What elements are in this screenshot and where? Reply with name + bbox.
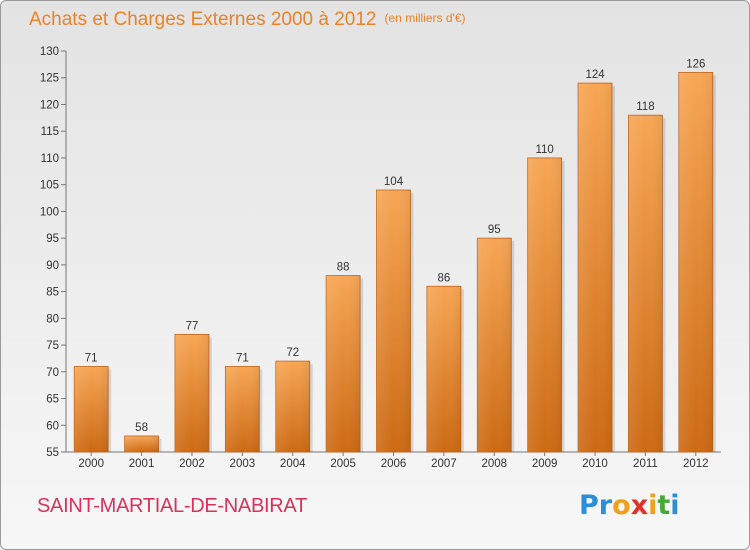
data-label: 88: [337, 262, 350, 274]
bar-highlight: [477, 238, 512, 452]
data-label: 118: [636, 101, 654, 113]
x-tick-label: 2010: [582, 458, 608, 470]
x-tick-label: 2011: [633, 458, 658, 470]
y-tick-label: 60: [46, 420, 59, 432]
data-label: 110: [535, 144, 553, 156]
x-tick-label: 2003: [230, 458, 256, 470]
y-tick-label: 80: [46, 313, 59, 325]
bar-highlight: [678, 72, 713, 453]
x-tick-label: 2005: [330, 458, 356, 470]
y-tick-label: 115: [41, 126, 59, 138]
bar-highlight: [376, 190, 411, 452]
x-tick-label: 2001: [129, 458, 155, 470]
bar-highlight: [527, 157, 562, 452]
logo-letter: P: [579, 490, 599, 521]
logo-letter: x: [630, 490, 649, 521]
data-label: 95: [488, 224, 501, 236]
bar-highlight: [74, 366, 109, 452]
y-tick-label: 100: [40, 206, 59, 218]
data-label: 104: [384, 176, 404, 188]
logo-letter: i: [670, 490, 680, 521]
y-tick-label: 95: [46, 233, 59, 245]
y-tick-label: 65: [46, 394, 59, 406]
bar-highlight: [225, 366, 260, 452]
bar-highlight: [124, 435, 159, 452]
data-label: 72: [286, 347, 299, 359]
x-tick-label: 2007: [431, 458, 457, 470]
data-label: 71: [236, 352, 249, 364]
logo-letter: t: [657, 490, 671, 521]
chart-unit: (en milliers d'€): [384, 11, 466, 25]
x-tick-label: 2002: [179, 458, 205, 470]
logo-letter: i: [648, 490, 658, 521]
chart-title: Achats et Charges Externes 2000 à 2012 (e…: [29, 9, 466, 31]
data-labels: 71 58 77 71 72 88 104 86 95 110 124 118 126: [85, 58, 706, 434]
x-tick-label: 2000: [78, 458, 104, 470]
bar-highlight: [326, 275, 361, 452]
x-tick-label: 2009: [532, 458, 558, 470]
y-tick-label: 75: [46, 340, 59, 352]
chart-title-text: Achats et Charges Externes 2000 à 2012: [29, 9, 377, 30]
bar-highlight: [275, 361, 310, 452]
proxiti-logo: Proxiti: [579, 490, 680, 521]
y-tick-label: 120: [40, 99, 59, 111]
data-label: 124: [585, 69, 605, 81]
place-name: SAINT-MARTIAL-DE-NABIRAT: [37, 495, 307, 517]
data-label: 77: [186, 320, 199, 332]
bar-highlight: [578, 83, 613, 452]
y-tick-label: 55: [46, 447, 59, 459]
y-tick-label: 130: [40, 46, 59, 58]
y-tick-label: 110: [41, 153, 59, 165]
y-tick-label: 85: [46, 287, 59, 299]
x-tick-label: 2012: [683, 458, 709, 470]
data-label: 71: [85, 352, 98, 364]
x-tick-label: 2008: [481, 458, 507, 470]
bar-highlight: [628, 115, 663, 452]
bar-highlight: [174, 334, 209, 452]
y-tick-label: 90: [46, 260, 59, 272]
bar-highlight: [426, 286, 461, 452]
y-tick-label: 105: [40, 180, 59, 192]
x-tick-label: 2006: [381, 458, 407, 470]
data-label: 126: [686, 58, 705, 70]
y-tick-label: 125: [40, 73, 59, 85]
logo-letter: r: [598, 490, 613, 521]
data-label: 58: [135, 422, 148, 434]
x-tick-label: 2004: [280, 458, 306, 470]
logo-letter: o: [612, 490, 631, 521]
bars: [73, 71, 716, 453]
y-tick-label: 70: [46, 367, 59, 379]
data-label: 86: [437, 272, 450, 284]
